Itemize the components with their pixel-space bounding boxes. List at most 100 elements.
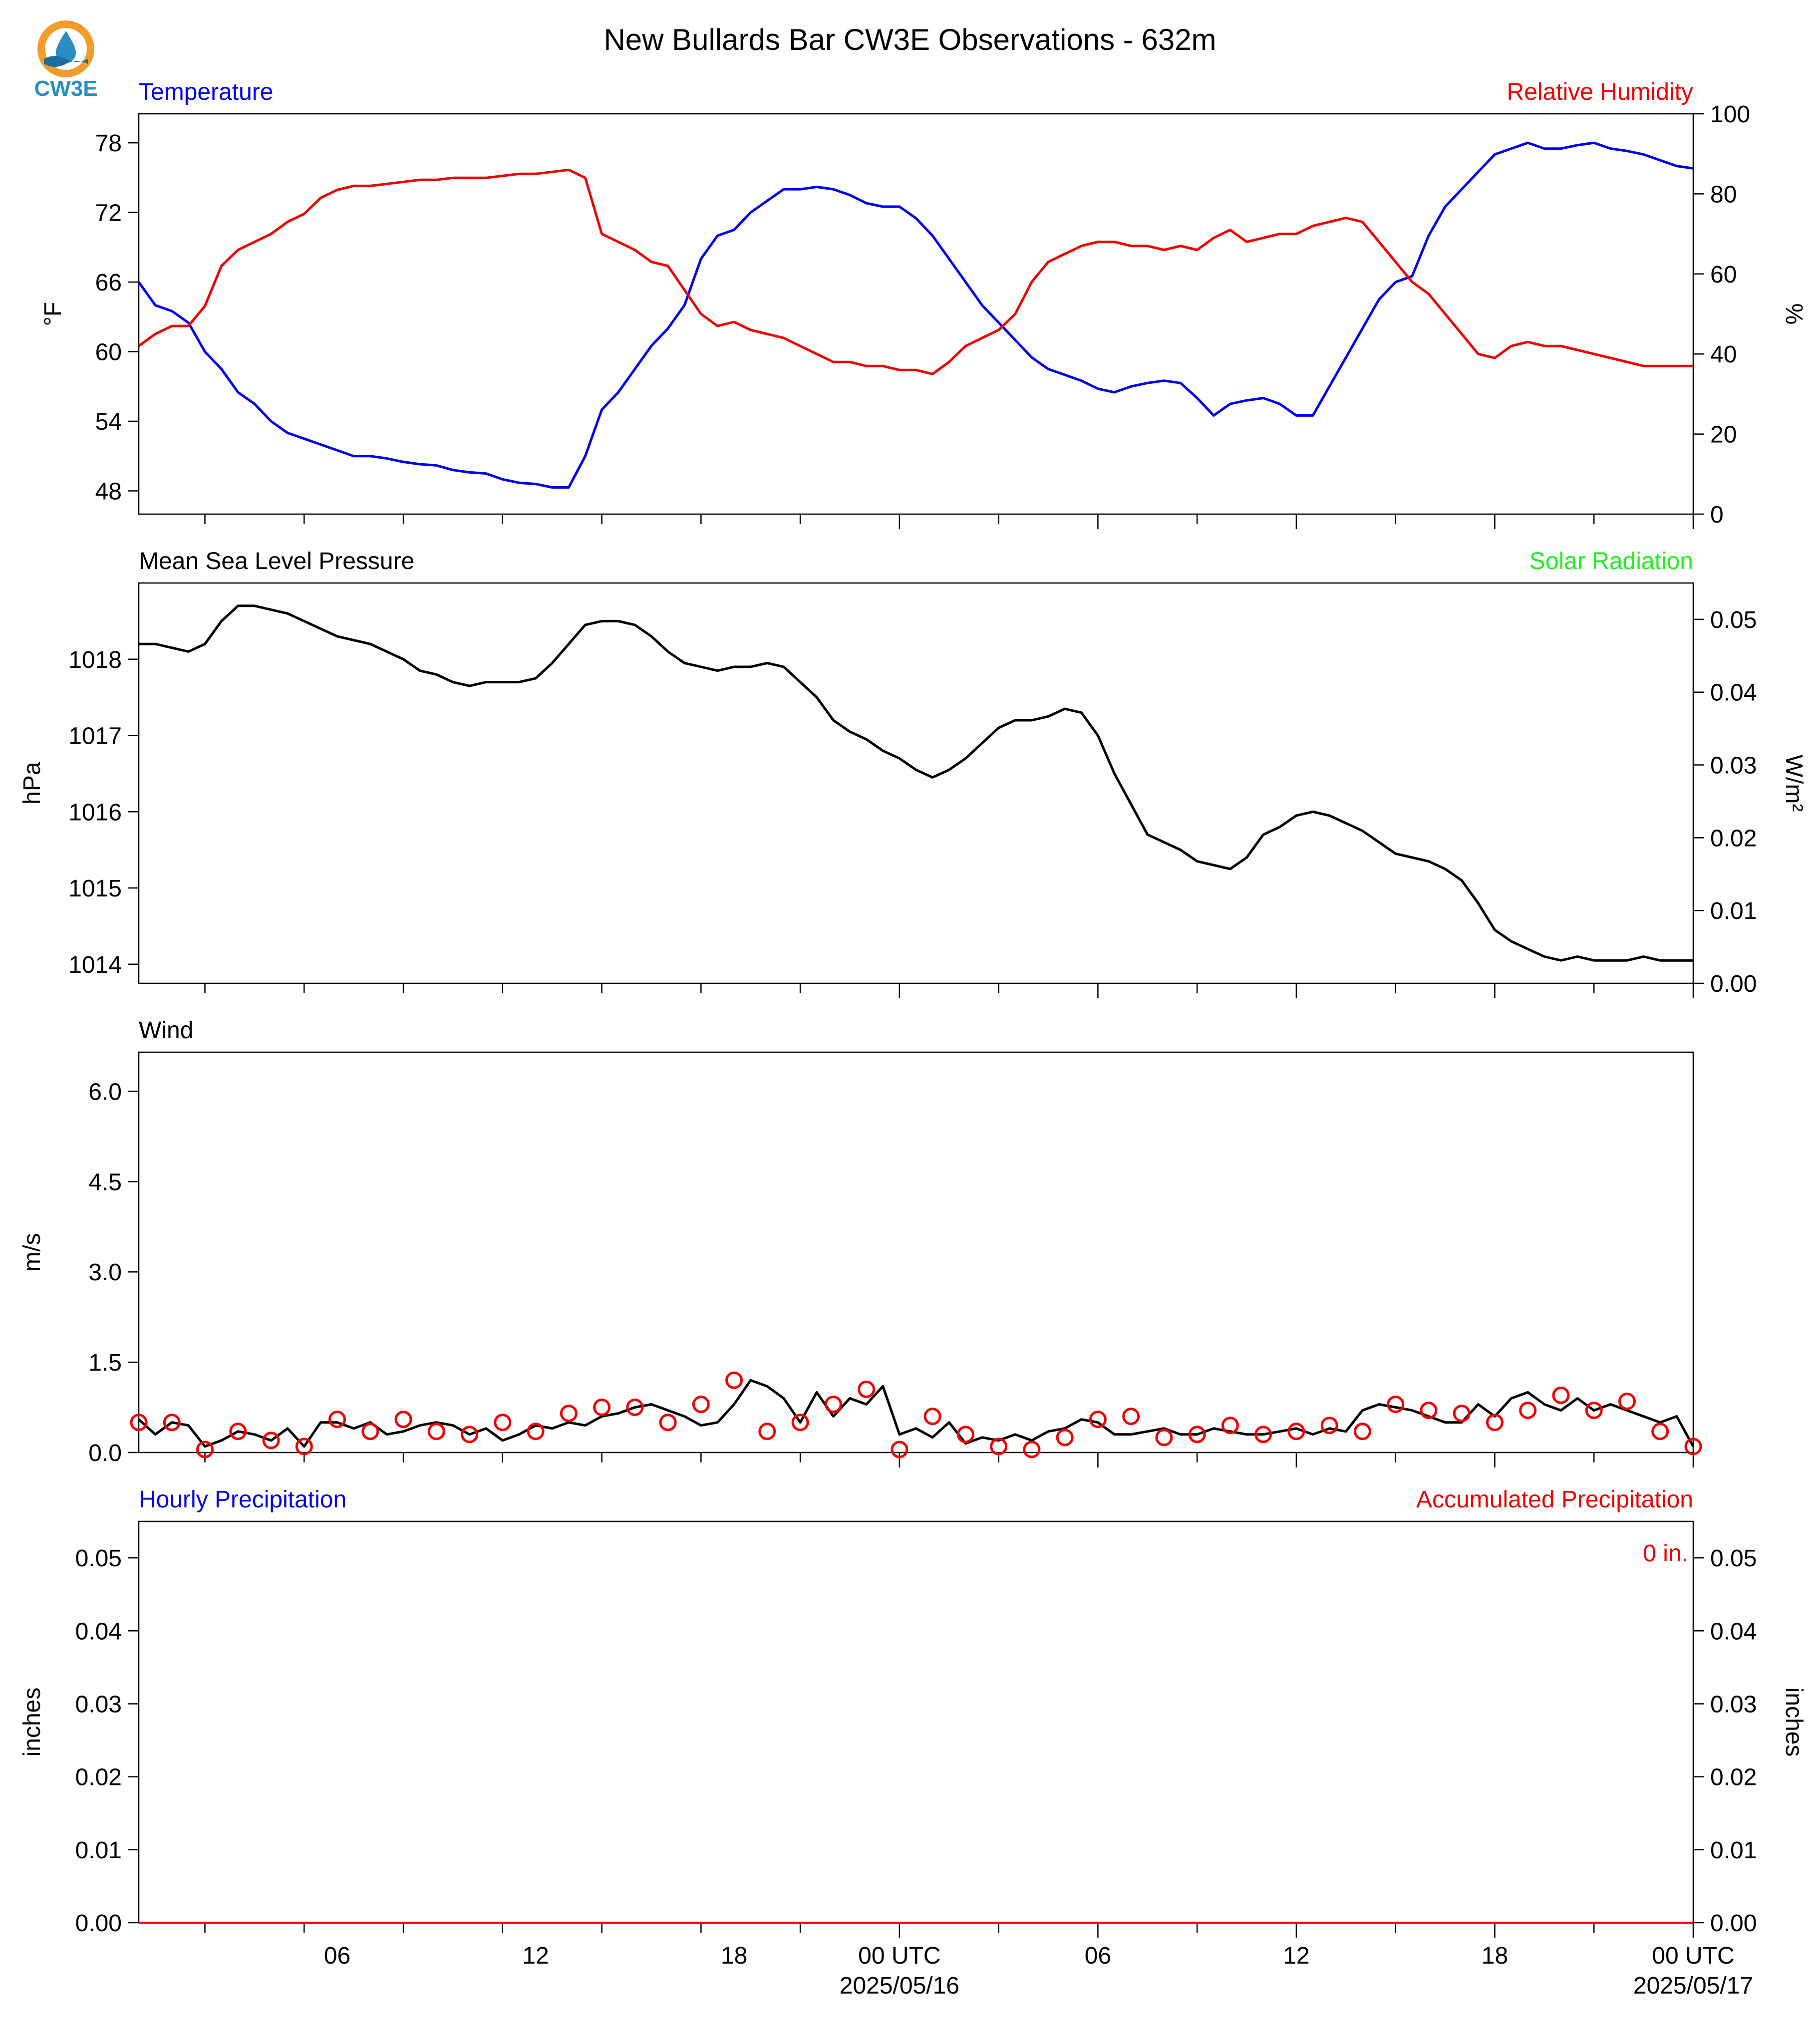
gust-marker bbox=[956, 1426, 974, 1444]
gust-marker bbox=[130, 1414, 148, 1432]
gust-marker bbox=[1023, 1441, 1041, 1458]
panel-left-title: Wind bbox=[139, 1017, 193, 1044]
gust-marker bbox=[1056, 1429, 1074, 1447]
y2-tick-label: 100 bbox=[1710, 101, 1750, 128]
y-axis-label: inches bbox=[19, 1688, 45, 1757]
gust-marker bbox=[1254, 1426, 1272, 1444]
y-tick-label: 48 bbox=[95, 479, 122, 505]
y-tick-label: 3.0 bbox=[88, 1259, 122, 1286]
series-line-wind bbox=[138, 1379, 1695, 1448]
plot-frame bbox=[138, 113, 1694, 515]
y2-tick-label: 0.00 bbox=[1710, 971, 1757, 997]
gust-marker bbox=[361, 1423, 379, 1441]
gust-marker bbox=[1519, 1402, 1537, 1420]
gust-marker bbox=[1387, 1396, 1405, 1414]
series-line-relative-humidity bbox=[138, 168, 1693, 375]
panel-left-title: Mean Sea Level Pressure bbox=[139, 548, 414, 575]
y-tick-label: 66 bbox=[95, 270, 122, 296]
accumulated-total-label: 0 in. bbox=[1643, 1540, 1688, 1567]
gust-marker bbox=[824, 1396, 842, 1414]
y2-tick-label: 0.02 bbox=[1710, 825, 1757, 852]
y2-tick-label: 0.03 bbox=[1710, 753, 1757, 779]
gust-marker bbox=[1320, 1417, 1338, 1435]
y-tick-label: 1015 bbox=[68, 875, 122, 902]
logo-wave-icon bbox=[44, 56, 88, 67]
y2-tick-label: 0.01 bbox=[1710, 1837, 1757, 1864]
gust-marker bbox=[1618, 1392, 1636, 1410]
y2-tick-label: 80 bbox=[1710, 181, 1737, 208]
y-axis-label: m/s bbox=[19, 1233, 45, 1271]
gust-marker bbox=[163, 1414, 181, 1432]
panel-right-title: Relative Humidity bbox=[1507, 79, 1693, 105]
y-tick-label: 0.01 bbox=[75, 1837, 122, 1864]
logo-text: CW3E bbox=[34, 76, 97, 101]
y2-tick-label: 0.05 bbox=[1710, 1545, 1757, 1572]
gust-marker bbox=[1651, 1423, 1669, 1441]
y2-axis-label: % bbox=[1781, 303, 1807, 325]
gust-marker bbox=[858, 1380, 876, 1398]
gust-marker bbox=[1552, 1386, 1570, 1404]
y2-tick-label: 0.04 bbox=[1710, 1618, 1757, 1645]
gust-marker bbox=[626, 1399, 644, 1417]
panel-1: Temperature Relative Humidity 48 54 60 66 72 78… bbox=[40, 79, 1807, 529]
y2-tick-label: 0 bbox=[1710, 502, 1724, 528]
gust-marker bbox=[560, 1405, 578, 1423]
y2-tick-label: 0.00 bbox=[1710, 1910, 1757, 1937]
y2-tick-label: 60 bbox=[1710, 262, 1737, 288]
gust-marker bbox=[758, 1423, 776, 1441]
y-tick-label: 0.0 bbox=[88, 1440, 122, 1466]
panel-right-title: Accumulated Precipitation bbox=[1416, 1486, 1693, 1513]
gust-marker bbox=[1155, 1429, 1173, 1447]
y-tick-label: 1018 bbox=[68, 647, 122, 673]
x-tick-label: 00 UTC bbox=[1652, 1943, 1734, 1969]
y2-tick-label: 0.05 bbox=[1710, 607, 1757, 633]
gust-marker bbox=[394, 1411, 412, 1429]
gust-marker bbox=[990, 1438, 1008, 1455]
y-tick-label: 1017 bbox=[68, 723, 122, 750]
y-tick-label: 0.04 bbox=[75, 1618, 122, 1645]
panel-left-title: Hourly Precipitation bbox=[139, 1486, 346, 1513]
gust-marker bbox=[1420, 1402, 1438, 1420]
gust-marker bbox=[1453, 1405, 1471, 1423]
gust-marker bbox=[229, 1423, 247, 1441]
figure-title: New Bullards Bar CW3E Observations - 632… bbox=[604, 23, 1216, 56]
y-axis-label: °F bbox=[40, 302, 66, 326]
y-tick-label: 1014 bbox=[68, 952, 122, 978]
y2-tick-label: 0.01 bbox=[1710, 898, 1757, 924]
panel-left-title: Temperature bbox=[139, 79, 273, 105]
y2-axis-label: inches bbox=[1781, 1688, 1807, 1757]
gust-marker bbox=[1287, 1423, 1305, 1441]
x-date-label: 2025/05/16 bbox=[840, 1973, 959, 1999]
y2-tick-label: 20 bbox=[1710, 422, 1737, 448]
y-tick-label: 0.03 bbox=[75, 1691, 122, 1718]
gust-marker bbox=[1089, 1411, 1107, 1429]
y-tick-label: 1016 bbox=[68, 799, 122, 826]
y-tick-label: 54 bbox=[95, 409, 122, 435]
gust-marker bbox=[494, 1414, 512, 1432]
gust-marker bbox=[527, 1423, 545, 1441]
y-tick-label: 1.5 bbox=[88, 1350, 122, 1376]
gust-marker bbox=[659, 1414, 677, 1432]
y-tick-label: 60 bbox=[95, 339, 122, 366]
gust-marker bbox=[923, 1408, 941, 1426]
panel-right-title: Solar Radiation bbox=[1529, 548, 1693, 575]
y-axis-label: hPa bbox=[19, 762, 45, 805]
gust-marker bbox=[461, 1426, 479, 1444]
gust-marker bbox=[1122, 1408, 1140, 1426]
y-tick-label: 0.00 bbox=[75, 1910, 122, 1937]
gust-marker bbox=[1684, 1438, 1702, 1455]
gust-marker bbox=[791, 1414, 809, 1432]
gust-marker bbox=[593, 1399, 611, 1417]
y-tick-label: 4.5 bbox=[88, 1169, 122, 1195]
gust-marker bbox=[196, 1441, 214, 1458]
y-tick-label: 0.02 bbox=[75, 1764, 122, 1791]
gust-marker bbox=[1486, 1414, 1504, 1432]
gust-marker bbox=[328, 1411, 346, 1429]
gust-marker bbox=[891, 1441, 909, 1458]
y-tick-label: 78 bbox=[95, 130, 122, 157]
x-tick-label: 18 bbox=[721, 1943, 747, 1969]
x-tick-label: 12 bbox=[1283, 1943, 1309, 1969]
y2-tick-label: 0.02 bbox=[1710, 1764, 1757, 1791]
